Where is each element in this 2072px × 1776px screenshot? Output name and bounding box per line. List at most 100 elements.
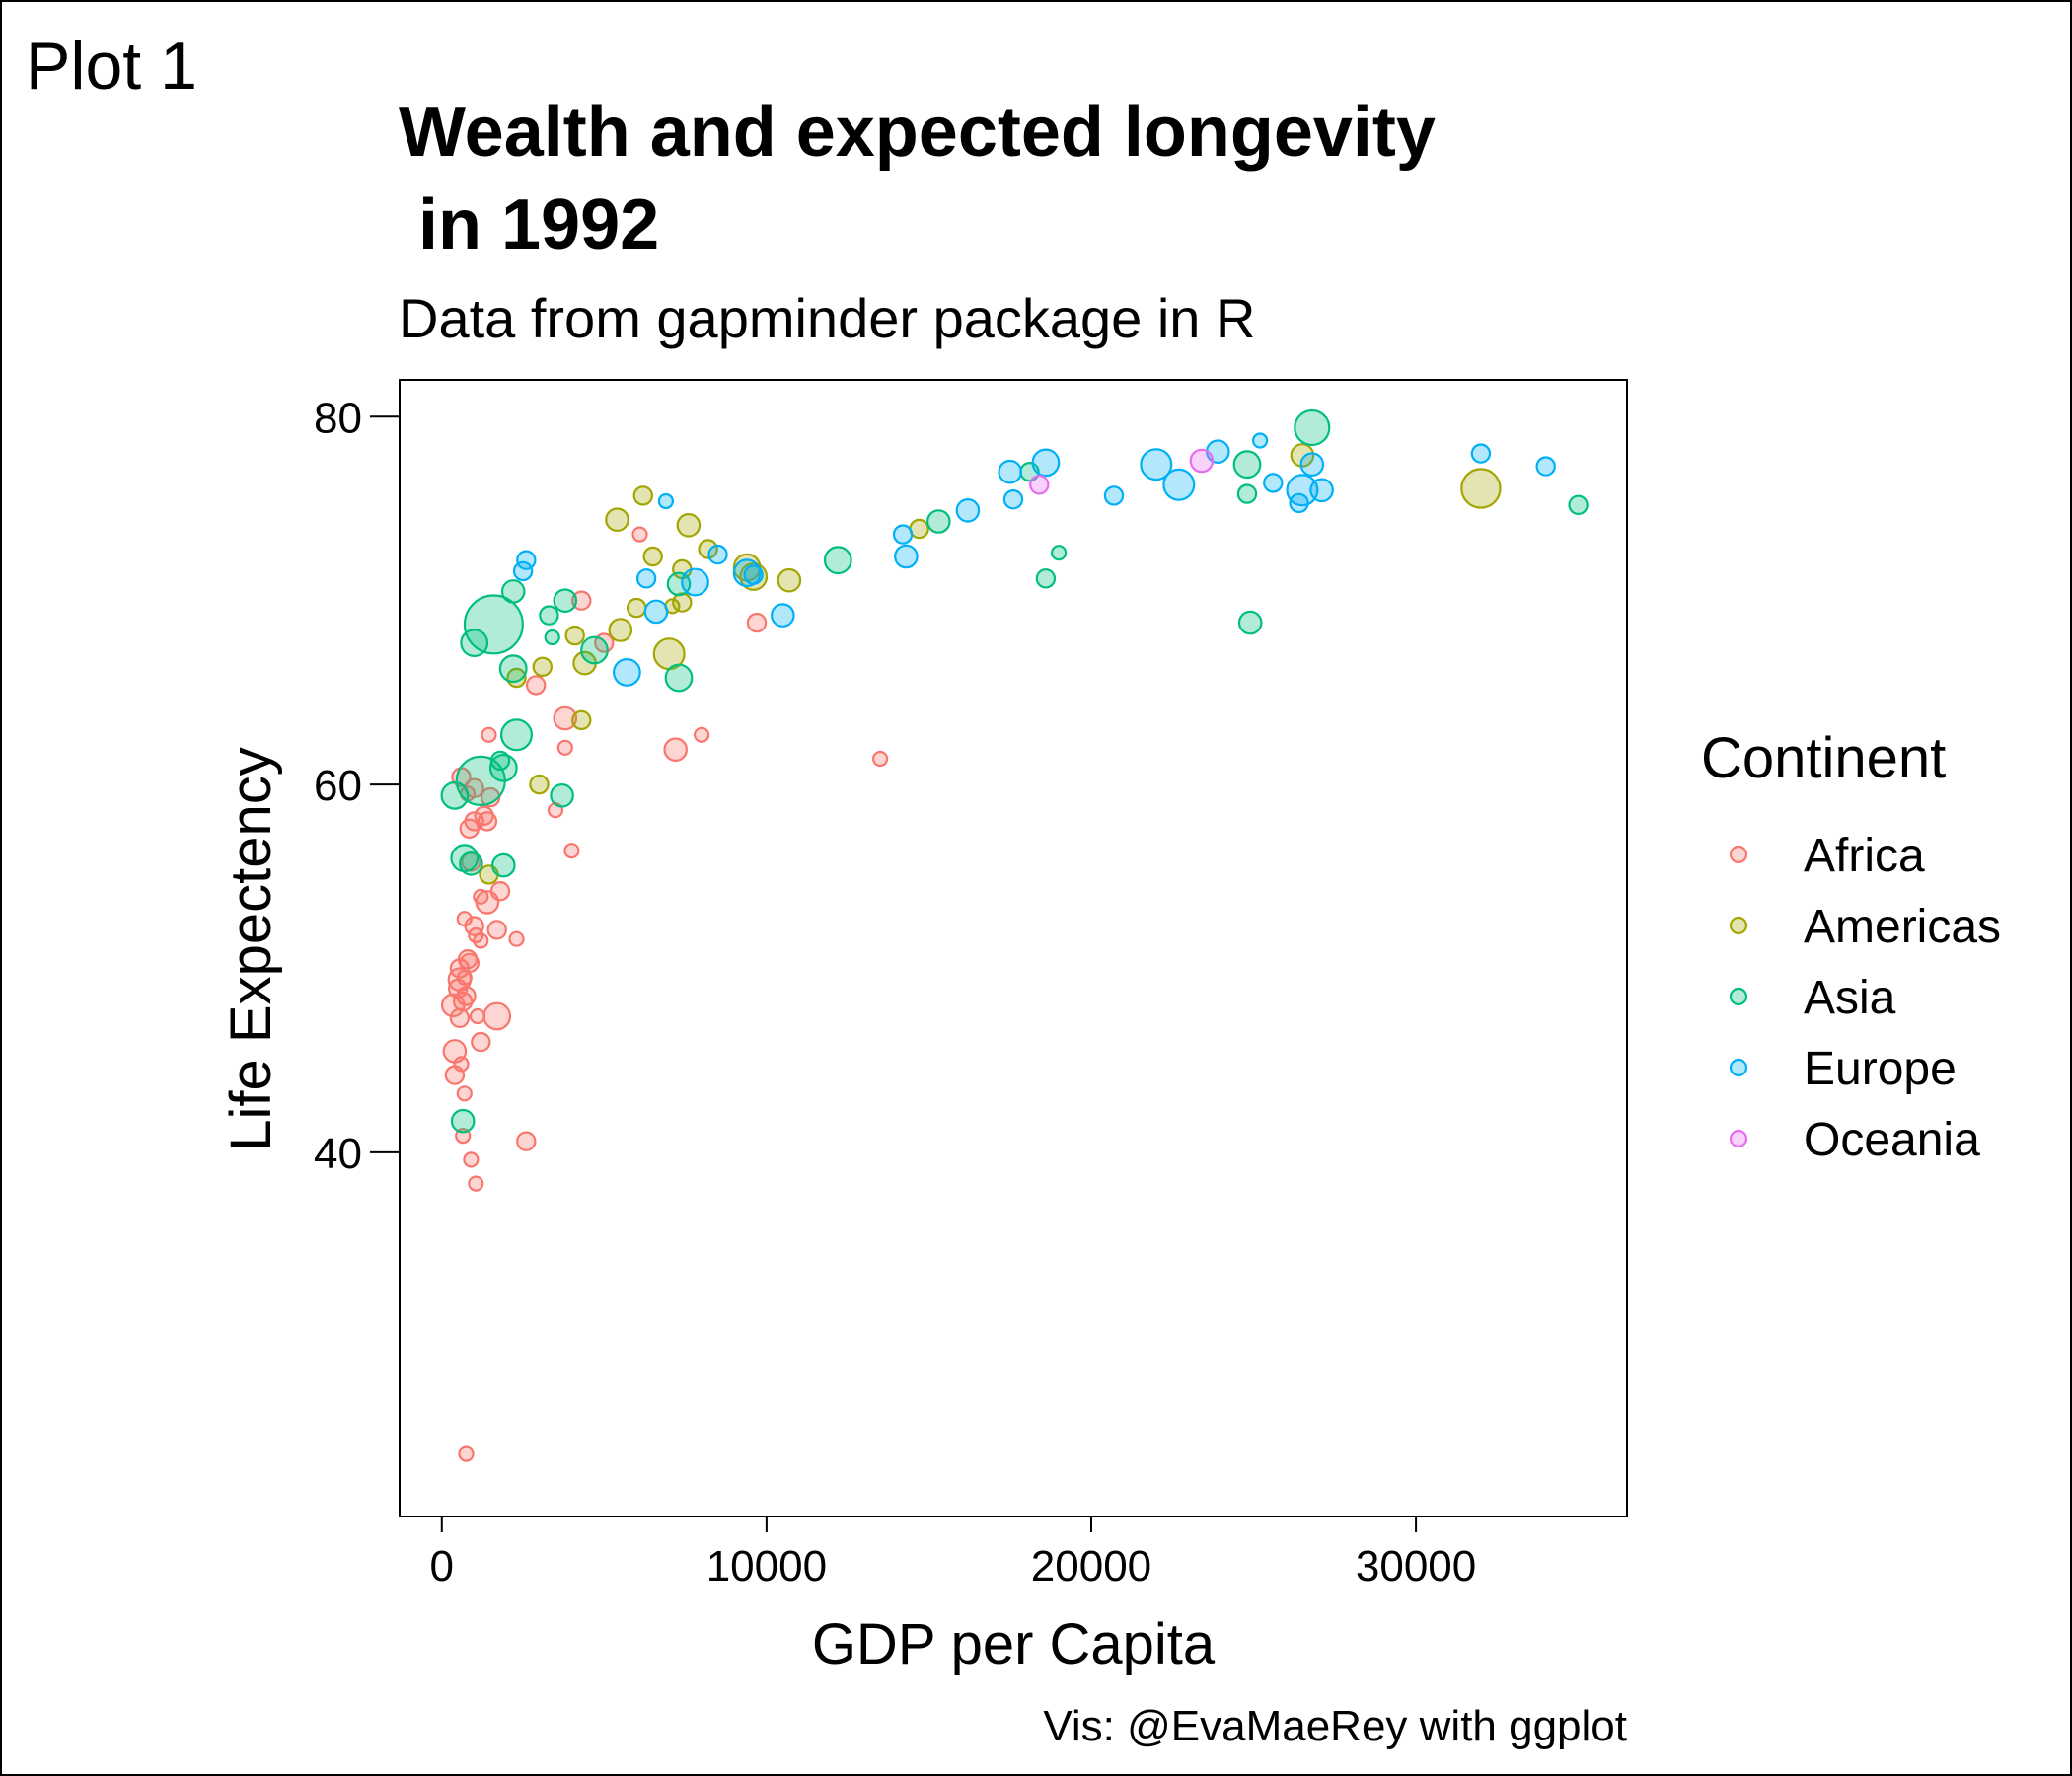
data-point [707, 544, 728, 565]
data-point [463, 594, 524, 655]
data-point [459, 818, 480, 840]
legend-label: Europe [1804, 1043, 1957, 1095]
legend-key [1729, 845, 1748, 864]
data-point [556, 739, 573, 756]
data-point [571, 709, 592, 731]
data-point [664, 663, 694, 693]
data-point [529, 774, 550, 795]
series-asia [440, 408, 1589, 1134]
data-point [1050, 545, 1068, 561]
data-point [563, 843, 580, 859]
data-point [458, 1445, 475, 1462]
legend-key [1729, 987, 1748, 1006]
data-point [1140, 448, 1173, 481]
data-point [468, 1175, 484, 1192]
y-axis-title: Life Expectency [219, 747, 283, 1150]
chart-caption: Vis: @EvaMaeRey with ggplot [1043, 1702, 1627, 1750]
y-axis: 40 60 80 [314, 394, 400, 1178]
data-point [498, 654, 528, 684]
legend-label: Africa [1804, 830, 1925, 882]
data-point [998, 459, 1022, 484]
data-point [550, 782, 574, 808]
data-point [456, 911, 473, 927]
data-point [1002, 489, 1024, 510]
data-point [925, 509, 951, 534]
plot-label: Plot 1 [26, 29, 197, 104]
data-point [456, 1085, 473, 1102]
legend-entry-americas: Americas [1729, 901, 2001, 953]
data-point [1299, 452, 1325, 477]
x-tick-label: 20000 [1031, 1542, 1151, 1591]
data-point [627, 597, 647, 619]
data-point [512, 560, 534, 582]
chart-title-line-1: Wealth and expected longevity [399, 93, 1436, 172]
data-point [1162, 468, 1196, 501]
data-point [1460, 468, 1502, 509]
data-point [453, 1056, 470, 1073]
data-point [486, 920, 507, 940]
legend-key [1729, 1058, 1748, 1077]
data-point [1035, 568, 1057, 589]
data-point [955, 497, 981, 523]
data-point [460, 629, 489, 657]
data-point [1470, 443, 1492, 464]
legend-entry-asia: Asia [1729, 972, 1896, 1024]
data-point [471, 1031, 491, 1053]
data-point [871, 750, 889, 768]
data-point [642, 546, 663, 567]
data-point [1236, 483, 1258, 504]
x-tick-label: 10000 [706, 1542, 827, 1591]
data-point [450, 1108, 476, 1134]
data-point [1031, 448, 1061, 478]
y-tick-label: 80 [314, 394, 362, 442]
data-point [500, 718, 534, 752]
series-oceania [1029, 448, 1215, 495]
data-point [457, 949, 479, 970]
series-europe [512, 432, 1556, 687]
x-tick-label: 0 [430, 1542, 454, 1591]
data-point [1029, 475, 1050, 495]
data-point [1232, 450, 1262, 480]
data-point [553, 588, 578, 613]
data-point [1286, 474, 1319, 507]
data-point [544, 629, 560, 646]
legend: Continent Africa Americas Asia Europe Oceani… [1701, 726, 2001, 1166]
legend-entry-europe: Europe [1729, 1043, 1957, 1095]
data-point [770, 603, 795, 628]
data-point [643, 599, 669, 625]
data-point [632, 485, 654, 506]
data-point [539, 605, 559, 626]
data-point [489, 881, 511, 902]
x-axis: 0 10000 20000 30000 [430, 1517, 1476, 1591]
chart-subtitle: Data from gapminder package in R [399, 287, 1255, 349]
data-point [469, 1007, 486, 1025]
data-point [605, 507, 629, 532]
data-point [482, 1001, 512, 1031]
data-point [1289, 492, 1309, 514]
data-point [892, 524, 914, 545]
legend-title: Continent [1701, 726, 1946, 790]
x-tick-label: 30000 [1356, 1542, 1476, 1591]
data-point [580, 635, 609, 665]
legend-key [1729, 1129, 1748, 1148]
data-point [635, 568, 657, 589]
data-point [608, 618, 633, 642]
legend-label: Oceania [1804, 1114, 1980, 1166]
data-point [698, 539, 718, 559]
data-point [440, 780, 470, 810]
data-point [676, 512, 702, 538]
data-point [823, 546, 852, 575]
data-point [1189, 448, 1215, 474]
data-point [1237, 610, 1263, 635]
data-point [571, 590, 592, 611]
data-point [508, 930, 525, 947]
chart-title-line-2: in 1992 [399, 185, 659, 264]
data-point [631, 526, 648, 543]
data-point [500, 579, 526, 604]
data-point [693, 726, 710, 743]
data-point [663, 737, 688, 762]
data-point [481, 726, 497, 743]
data-point [532, 656, 554, 678]
data-point [1294, 408, 1331, 447]
